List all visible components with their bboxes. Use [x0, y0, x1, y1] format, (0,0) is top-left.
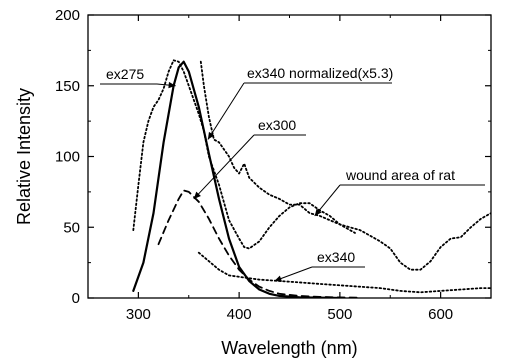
annotation-leader-2	[193, 134, 255, 200]
series-line-2	[197, 251, 491, 294]
annotation-label-2: ex300	[258, 117, 296, 133]
annotation-arrowhead-1	[207, 131, 215, 140]
annotation-arrowhead-4	[274, 275, 283, 282]
axes-layer: 300 400 500 600 0 50 100 150 200 Wavelength (nm) R…	[14, 7, 492, 358]
y-tick-label-1: 50	[63, 219, 80, 236]
series-line-1	[157, 189, 361, 298]
annotation-arrowhead-3	[314, 208, 322, 216]
annotation-arrowhead-2	[193, 191, 201, 199]
annotation-label-0: ex275	[106, 66, 144, 82]
x-tick-label-3: 600	[428, 306, 453, 323]
annotation-label-4: ex340	[317, 249, 355, 265]
annotation-arrowhead-0	[168, 81, 176, 89]
annotation-label-3: wound area of rat	[345, 167, 455, 183]
series-line-4	[199, 60, 491, 271]
y-tick-label-2: 100	[55, 149, 80, 166]
series-layer	[132, 59, 491, 298]
y-tick-label-3: 150	[55, 78, 80, 95]
x-axis-title: Wavelength (nm)	[221, 338, 357, 358]
series-line-0	[132, 60, 341, 298]
annotation-layer: ex275 ex340 normalized(x5.3) ex300 wound ar…	[100, 65, 485, 282]
plot-frame	[87, 14, 492, 299]
annotation-label-1: ex340 normalized(x5.3)	[247, 65, 393, 81]
series-line-3	[132, 59, 356, 250]
x-tick-label-2: 500	[327, 306, 352, 323]
y-tick-label-0: 0	[72, 290, 80, 307]
y-tick-label-4: 200	[55, 7, 80, 24]
y-axis-title: Relative Intensity	[14, 88, 34, 225]
x-tick-label-0: 300	[126, 306, 151, 323]
x-tick-label-1: 400	[227, 306, 252, 323]
annotation-leader-1	[207, 82, 245, 140]
